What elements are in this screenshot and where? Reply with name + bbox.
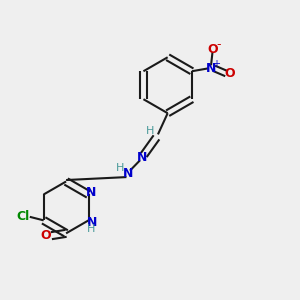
Text: N: N xyxy=(87,216,97,229)
Text: -: - xyxy=(216,38,220,51)
Text: N: N xyxy=(137,151,148,164)
Text: O: O xyxy=(224,67,235,80)
Text: O: O xyxy=(207,43,218,56)
Text: +: + xyxy=(212,58,220,69)
Text: O: O xyxy=(40,229,51,242)
Text: H: H xyxy=(116,163,125,173)
Text: H: H xyxy=(146,126,154,136)
Text: N: N xyxy=(206,62,216,75)
Text: N: N xyxy=(122,167,133,180)
Text: H: H xyxy=(87,224,96,234)
Text: N: N xyxy=(86,187,97,200)
Text: Cl: Cl xyxy=(16,210,29,223)
